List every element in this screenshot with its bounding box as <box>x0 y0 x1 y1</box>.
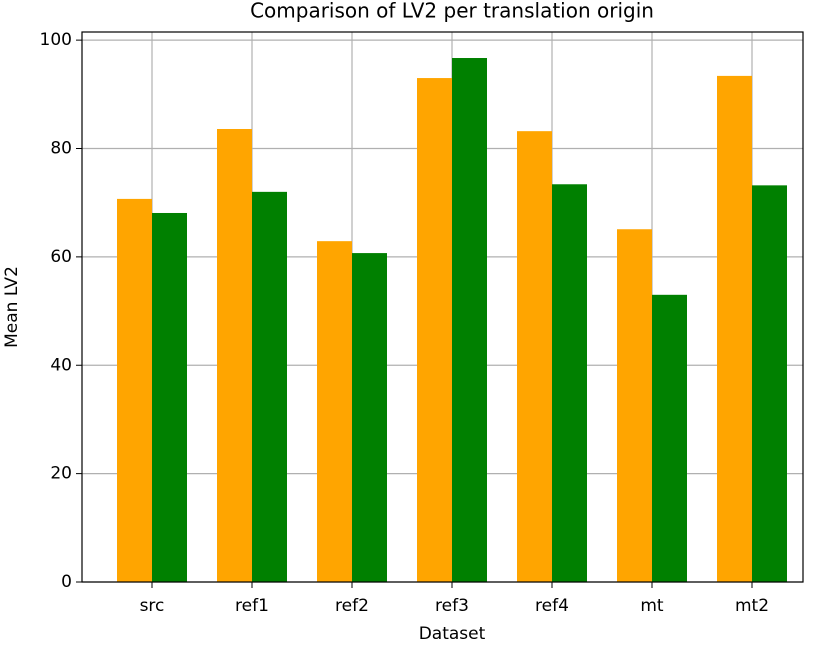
x-tick-label: src <box>140 596 165 616</box>
x-tick-label: mt <box>640 596 664 616</box>
bar <box>317 241 352 582</box>
bar <box>652 294 687 582</box>
x-tick-label: mt2 <box>735 596 769 616</box>
bar <box>417 78 452 582</box>
y-tick-label: 0 <box>61 572 72 592</box>
bar <box>152 212 187 582</box>
x-tick-label: ref3 <box>435 596 469 616</box>
bar <box>752 185 787 583</box>
y-tick-label: 80 <box>50 139 72 159</box>
bar <box>517 131 552 582</box>
y-tick-label: 20 <box>50 464 72 484</box>
y-axis-label: Mean LV2 <box>2 266 22 348</box>
x-axis-label: Dataset <box>419 624 486 644</box>
x-tick-label: ref4 <box>535 596 569 616</box>
bar <box>717 75 752 582</box>
y-tick-label: 60 <box>50 247 72 267</box>
bar <box>617 229 652 582</box>
y-tick-label: 40 <box>50 355 72 375</box>
bar <box>217 128 252 583</box>
x-tick-label: ref2 <box>335 596 369 616</box>
bar <box>352 253 387 582</box>
bar <box>117 198 152 582</box>
bar <box>452 58 487 583</box>
bar <box>552 184 587 583</box>
chart-title: Comparison of LV2 per translation origin <box>250 0 654 23</box>
bar <box>252 191 287 582</box>
y-tick-label: 100 <box>40 30 72 50</box>
plot-frame <box>81 31 804 583</box>
x-tick-label: ref1 <box>235 596 269 616</box>
